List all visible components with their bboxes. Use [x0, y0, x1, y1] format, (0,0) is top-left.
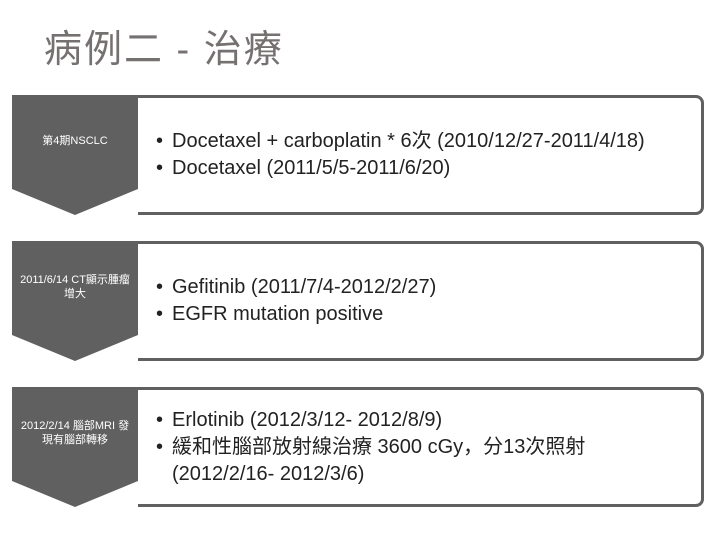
row-label-cell: 2012/2/14 腦部MRI 發現有腦部轉移 — [12, 387, 138, 507]
row-label: 第4期NSCLC — [12, 95, 138, 189]
row-label-cell: 第4期NSCLC — [12, 95, 138, 215]
row-label: 2012/2/14 腦部MRI 發現有腦部轉移 — [12, 387, 138, 481]
treatment-row: 2011/6/14 CT顯示腫瘤增大 Gefitinib (2011/7/4-2… — [12, 241, 704, 361]
chevron-down-icon — [12, 189, 138, 215]
row-label: 2011/6/14 CT顯示腫瘤增大 — [12, 241, 138, 335]
treatment-rows: 第4期NSCLC Docetaxel + carboplatin * 6次 (2… — [0, 73, 720, 507]
row-bullet-list: Gefitinib (2011/7/4-2012/2/27) EGFR muta… — [156, 274, 436, 328]
row-bullet-list: Erlotinib (2012/3/12- 2012/8/9) 緩和性腦部放射線… — [156, 407, 685, 488]
row-bullet: Erlotinib (2012/3/12- 2012/8/9) — [156, 407, 685, 434]
treatment-row: 第4期NSCLC Docetaxel + carboplatin * 6次 (2… — [12, 95, 704, 215]
row-label-cell: 2011/6/14 CT顯示腫瘤增大 — [12, 241, 138, 361]
chevron-down-icon — [12, 335, 138, 361]
row-bullet-list: Docetaxel + carboplatin * 6次 (2010/12/27… — [156, 128, 645, 182]
chevron-down-icon — [12, 481, 138, 507]
slide-title: 病例二 - 治療 — [0, 0, 720, 73]
row-content: Erlotinib (2012/3/12- 2012/8/9) 緩和性腦部放射線… — [138, 387, 704, 507]
row-bullet: Docetaxel + carboplatin * 6次 (2010/12/27… — [156, 128, 645, 155]
row-bullet: 緩和性腦部放射線治療 3600 cGy，分13次照射 (2012/2/16- 2… — [156, 434, 685, 488]
row-content: Docetaxel + carboplatin * 6次 (2010/12/27… — [138, 95, 704, 215]
treatment-row: 2012/2/14 腦部MRI 發現有腦部轉移 Erlotinib (2012/… — [12, 387, 704, 507]
row-content: Gefitinib (2011/7/4-2012/2/27) EGFR muta… — [138, 241, 704, 361]
row-bullet: EGFR mutation positive — [156, 301, 436, 328]
row-bullet: Gefitinib (2011/7/4-2012/2/27) — [156, 274, 436, 301]
row-bullet: Docetaxel (2011/5/5-2011/6/20) — [156, 155, 645, 182]
